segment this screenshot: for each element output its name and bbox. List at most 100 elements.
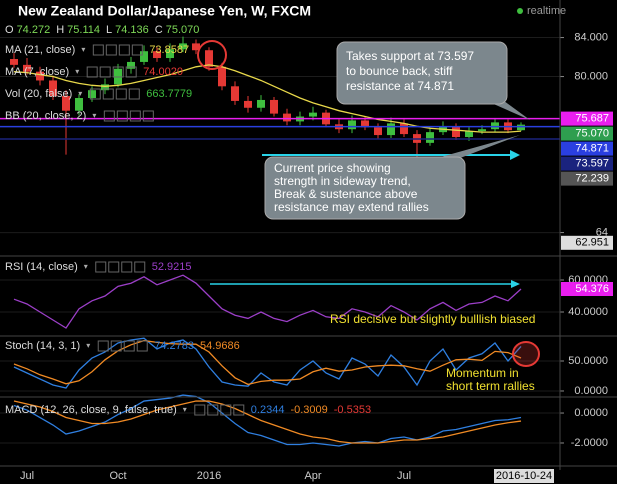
arrow-head (510, 150, 520, 160)
indicator-name: Vol (20, false) (5, 88, 72, 100)
candle-body (101, 84, 109, 91)
series-line (13, 274, 522, 329)
indicator-button (220, 404, 232, 416)
indicator-name: BB (20, close, 2) (5, 110, 86, 122)
indicator-button (105, 44, 117, 56)
status: realtime (527, 5, 566, 17)
candle-body (283, 113, 291, 122)
price-tag (561, 281, 613, 296)
indicator-button (86, 66, 98, 78)
candle-body (75, 98, 83, 111)
legend: O 74.272 H 75.114 L 74.136 C 75.070 MA (21, clos… (5, 24, 371, 416)
indicator-value: 0.2344 (251, 404, 285, 416)
indicator-button (129, 110, 141, 122)
indicator-button (115, 88, 127, 100)
indicator-value: 73.8587 (149, 44, 189, 56)
indicator-button (194, 404, 206, 416)
candle-body (348, 120, 356, 130)
annotation: short term rallies (446, 379, 535, 393)
series-line (13, 64, 522, 133)
indicator-button (102, 88, 114, 100)
candle-body (88, 90, 96, 99)
candle-body (231, 86, 239, 101)
y-tick-label: -2.0000 (571, 437, 608, 449)
candle-body (387, 123, 395, 136)
annotation-line: resistance may extend rallies (274, 200, 429, 214)
indicator-button (103, 110, 115, 122)
price-tag (561, 141, 613, 156)
indicator-menu: ▾ (92, 111, 96, 120)
indicator-name: Stoch (14, 3, 1) (5, 340, 80, 352)
ohlc-key: H (56, 24, 64, 36)
ohlc-key: O (5, 24, 14, 36)
indicator-button (108, 261, 120, 273)
candle-body (192, 43, 200, 51)
price-tag-label: 75.070 (575, 128, 609, 140)
annotation-line: Current price showing (274, 161, 391, 175)
price-tag-label: 62.951 (575, 237, 609, 249)
candle-body (374, 127, 382, 136)
candle-body (205, 50, 213, 67)
indicator-button (136, 340, 148, 352)
indicator-menu: ▾ (183, 405, 187, 414)
annotation-line: Break & sustenance above (274, 187, 418, 201)
y-tick-label: 0.0000 (574, 407, 608, 419)
indicator-button (89, 88, 101, 100)
x-tick-label: 2016-10-24 (496, 470, 552, 482)
ohlc-key: L (106, 24, 112, 36)
candle-body (36, 71, 44, 81)
candle-body (244, 100, 252, 108)
candle-body (491, 122, 499, 130)
indicator-button (121, 261, 133, 273)
indicator-menu: ▾ (75, 67, 79, 76)
callout-box (336, 41, 508, 105)
indicator-button (118, 44, 130, 56)
candle-body (478, 129, 486, 132)
indicator-name: MA (7, close) (5, 66, 69, 78)
annotation-line: resistance at 74.871 (346, 79, 454, 93)
price-tag-label: 54.376 (575, 283, 609, 295)
candle-body (49, 80, 57, 97)
ohlc-value: 75.114 (67, 24, 100, 36)
highlight-circle (197, 40, 227, 70)
indicator-value: 663.7779 (146, 88, 192, 100)
ohlc-value: 74.136 (115, 24, 149, 36)
candle-body (400, 123, 408, 135)
indicator-button (125, 66, 137, 78)
y-tick-label: 84.000 (574, 31, 608, 43)
indicator-button (142, 110, 154, 122)
annotation: Current price showing strength in sidewa… (264, 135, 520, 220)
candle-body (465, 131, 473, 138)
y-tick-label: 0.0000 (574, 385, 608, 397)
candle-body (257, 99, 265, 108)
indicator-name: MA (21, close) (5, 44, 75, 56)
callout-box (264, 156, 466, 220)
indicator-value: 54.9686 (200, 340, 240, 352)
ohlc-key: C (155, 24, 163, 36)
y-tick-label: 40.0000 (568, 306, 608, 318)
price-tag-label: 72.239 (575, 173, 609, 185)
annotation: RSI decisive but slightly bulllish biase… (330, 312, 535, 326)
indicator-name: MACD (12, 26, close, 9, false, true) (5, 404, 177, 416)
y-tick-label: 64 (596, 226, 608, 238)
price-tag (561, 235, 613, 250)
price-tag (561, 156, 613, 171)
highlight-circle (512, 341, 540, 367)
series-line (13, 400, 522, 444)
callout-pointer (430, 135, 520, 160)
indicator-menu: ▾ (84, 262, 88, 271)
indicator-value: -0.3009 (290, 404, 327, 416)
candle-body (517, 124, 525, 131)
indicator-button (233, 404, 245, 416)
indicator-menu: ▾ (86, 341, 90, 350)
chart-title: New Zealand Dollar/Japanese Yen, W, FXCM (18, 3, 311, 19)
candle-body (361, 120, 369, 128)
plots: 84.000 80.000 64 75.687 75.070 74.871 73.597 72… (0, 31, 613, 483)
annotation-line: strength in sideway trend, (274, 174, 411, 188)
candle-body (127, 61, 135, 69)
price-tag-label: 75.687 (575, 113, 609, 125)
y-tick-label: 50.0000 (568, 355, 608, 367)
ohlc-value: 75.070 (166, 24, 200, 36)
candle-body (166, 49, 174, 59)
